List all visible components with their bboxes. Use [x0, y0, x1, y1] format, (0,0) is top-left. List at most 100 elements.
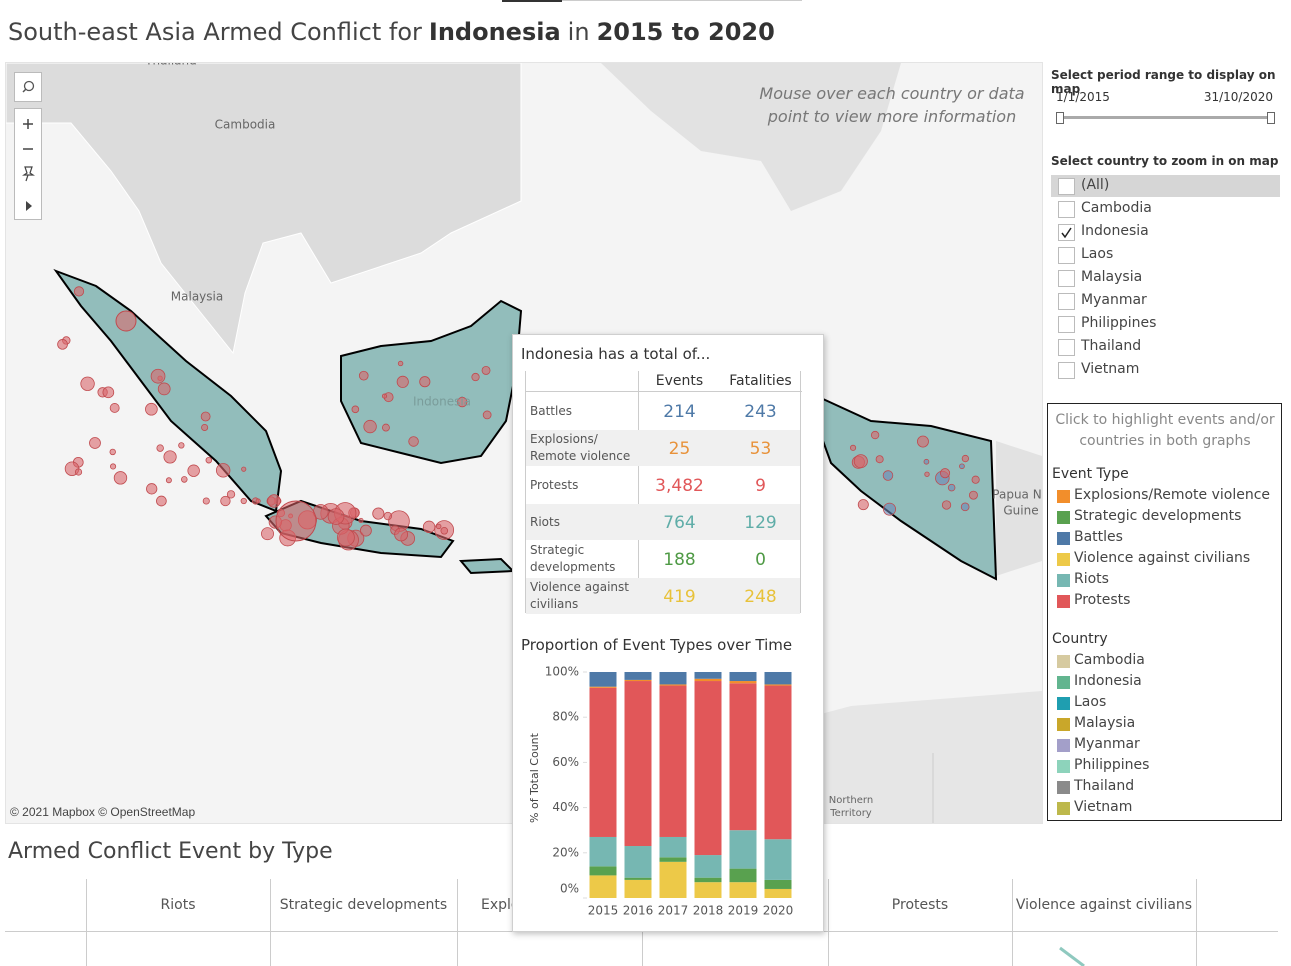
legend-item-label[interactable]: Protests [1074, 592, 1131, 608]
event-point [358, 370, 369, 381]
bar-segment [589, 875, 617, 898]
fatalities-value: 53 [749, 439, 772, 459]
event-point [381, 393, 388, 399]
zoom-in[interactable] [23, 119, 33, 129]
column-header: Violence against civilians [1015, 897, 1193, 913]
event-point [882, 470, 894, 481]
column-header: Riots [160, 897, 196, 913]
event-point [74, 468, 83, 476]
y-tick-label: 20% [552, 845, 579, 859]
legend-swatch[interactable] [1057, 760, 1070, 773]
legend-item-label[interactable]: Battles [1074, 529, 1123, 545]
y-axis-title: % of Total Count [528, 732, 541, 823]
country-option-label: Thailand [1081, 338, 1142, 354]
event-point [156, 444, 164, 452]
bar-segment [729, 882, 757, 898]
legend-swatch[interactable] [1057, 595, 1070, 608]
pin[interactable] [22, 166, 35, 182]
expand[interactable] [26, 201, 32, 211]
event-point [397, 360, 404, 367]
title-part: South-east Asia Armed Conflict for [8, 18, 422, 46]
legend-item-label[interactable]: Indonesia [1074, 673, 1142, 689]
row-label: Explosions/ Remote violence [530, 432, 631, 463]
x-tick-label: 2018 [693, 904, 724, 918]
country-option[interactable]: Malaysia [1051, 267, 1280, 289]
event-point [959, 463, 965, 470]
event-point [359, 524, 372, 537]
legend-swatch[interactable] [1057, 718, 1070, 731]
checkmark [1061, 227, 1072, 239]
legend-swatch[interactable] [1057, 574, 1070, 587]
legend-item-label[interactable]: Philippines [1074, 757, 1150, 773]
tooltip: Indonesia has a total of... Events Fatalit… [512, 334, 824, 932]
event-point [205, 456, 213, 464]
philippines-land [601, 63, 901, 211]
legend-item-label[interactable]: Myanmar [1074, 736, 1140, 752]
event-point [267, 494, 281, 508]
row-label: Battles [530, 403, 572, 418]
legend-swatch[interactable] [1057, 739, 1070, 752]
event-point [146, 483, 158, 495]
country-option[interactable]: Philippines [1051, 313, 1280, 335]
country-option-label: Malaysia [1081, 269, 1143, 285]
papua[interactable] [822, 397, 998, 581]
event-point [216, 463, 231, 478]
bar-segment [729, 830, 757, 869]
country-option[interactable]: Vietnam [1051, 359, 1280, 381]
country-option[interactable]: (All) [1051, 175, 1280, 197]
country-option[interactable]: Myanmar [1051, 290, 1280, 312]
legend-swatch[interactable] [1057, 532, 1070, 545]
legend-item-label[interactable]: Violence against civilians [1074, 550, 1251, 566]
legend-swatch[interactable] [1057, 655, 1070, 668]
legend-item-label[interactable]: Thailand [1074, 778, 1135, 794]
legend-item-label[interactable]: Cambodia [1074, 652, 1145, 668]
events-value: 419 [663, 587, 696, 607]
legend-item-label[interactable]: Vietnam [1074, 799, 1133, 815]
period-start: 1/1/2015 [1056, 90, 1110, 104]
legend-swatch[interactable] [1057, 802, 1070, 815]
event-point [80, 376, 95, 391]
event-point [408, 436, 419, 447]
checkbox [1058, 247, 1075, 264]
legend-item-label[interactable]: Laos [1074, 694, 1107, 710]
event-point [145, 402, 158, 416]
title-part: in [567, 18, 590, 46]
period-slider-handle-end[interactable] [1267, 112, 1275, 124]
legend-swatch[interactable] [1057, 511, 1070, 524]
table-row: Explosions/ Remote violence 25 53 [526, 430, 800, 466]
dashboard-title: South-east Asia Armed Conflict for Indone… [8, 18, 775, 46]
bar-segment [589, 836, 617, 867]
legend-item-label[interactable]: Malaysia [1074, 715, 1136, 731]
column-divider [457, 879, 458, 966]
borneo[interactable] [340, 299, 523, 465]
legend-item-label[interactable]: Strategic developments [1074, 508, 1242, 524]
event-point [940, 468, 951, 479]
x-tick-label: 2015 [588, 904, 619, 918]
map-label: Malaysia [171, 290, 223, 304]
legend-item-label[interactable]: Explosions/Remote violence [1074, 487, 1270, 503]
country-option[interactable]: Cambodia [1051, 198, 1280, 220]
country-option[interactable]: Laos [1051, 244, 1280, 266]
country-option[interactable]: Indonesia [1051, 221, 1280, 243]
event-point [255, 498, 261, 504]
legend-swatch[interactable] [1057, 697, 1070, 710]
event-point [419, 376, 431, 388]
event-point [150, 368, 166, 384]
period-slider-track [1060, 116, 1273, 119]
legend-swatch[interactable] [1057, 490, 1070, 503]
map-search-button[interactable] [14, 72, 42, 102]
title-part: 2015 to 2020 [596, 18, 775, 46]
event-point [917, 435, 929, 448]
legend-swatch[interactable] [1057, 553, 1070, 566]
map-label: Territory [829, 808, 872, 819]
country-option[interactable]: Thailand [1051, 336, 1280, 358]
legend-swatch[interactable] [1057, 781, 1070, 794]
stacked-bar-chart: % of Total Count 0% 20% 40% 60% 80% 100% 2015 20… [528, 665, 793, 918]
event-point [102, 386, 115, 399]
legend-swatch[interactable] [1057, 676, 1070, 689]
period-slider-handle-start[interactable] [1056, 112, 1064, 124]
legend-item-label[interactable]: Riots [1074, 571, 1109, 587]
bar-segment [624, 679, 652, 682]
events-value: 188 [663, 550, 696, 570]
row-label: Strategic developments [530, 543, 616, 574]
